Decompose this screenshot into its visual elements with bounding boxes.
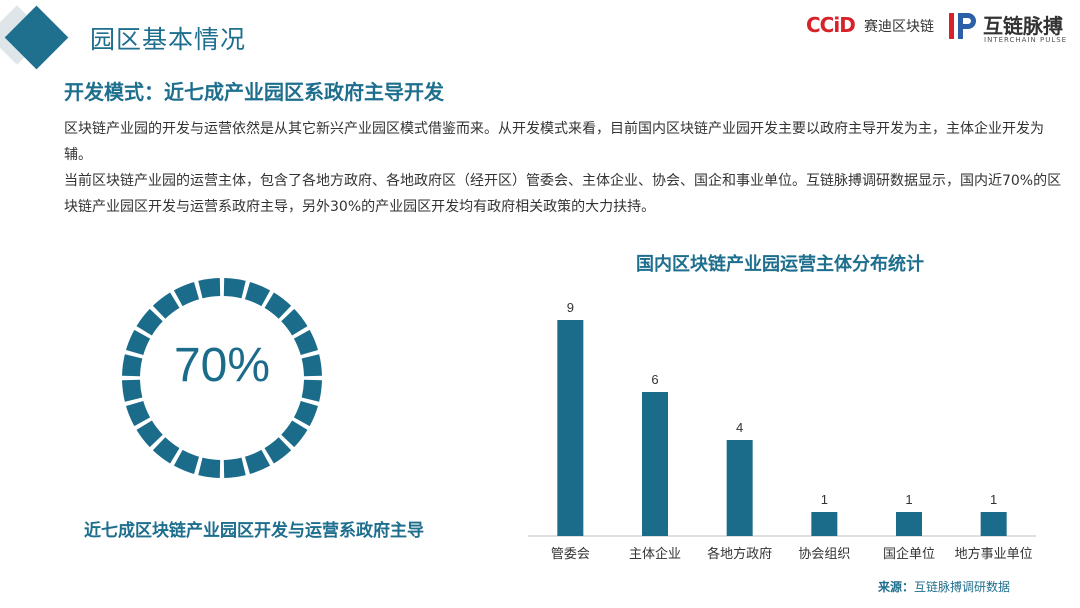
ring-segment <box>281 308 308 336</box>
body-text: 区块链产业园的开发与运营依然是从其它新兴产业园区模式借鉴而来。从开发模式来看，目… <box>64 116 1064 220</box>
ring-segment <box>136 420 163 448</box>
bar-0 <box>557 320 584 536</box>
category-label-5: 地方事业单位 <box>955 546 1033 562</box>
ring-segment <box>122 379 143 402</box>
ccid-logo: CCiD <box>806 13 856 37</box>
bar-2 <box>726 440 753 536</box>
ring-segment <box>198 457 221 478</box>
percentage-value: 70% <box>173 339 271 392</box>
ring-segment <box>301 379 322 402</box>
bar-4 <box>896 512 922 536</box>
ring-segment <box>136 308 163 336</box>
data-label-2: 4 <box>736 420 743 435</box>
percentage-caption: 近七成区块链产业园区开发与运营系政府主导 <box>84 521 424 541</box>
ring-segment <box>244 282 271 307</box>
interchain-pulse-logo-icon <box>949 13 976 39</box>
category-label-0: 管委会 <box>551 547 590 562</box>
source-text: 互链脉搏调研数据 <box>914 580 1011 594</box>
ring-segment <box>126 400 151 427</box>
paragraph-1: 区块链产业园的开发与运营依然是从其它新兴产业园区模式借鉴而来。从开发模式来看，目… <box>64 121 1044 163</box>
ring-segment <box>223 278 246 299</box>
data-label-4: 1 <box>905 492 912 507</box>
ring-segment <box>281 420 308 448</box>
ring-segment <box>264 437 292 464</box>
ring-segment <box>293 329 318 356</box>
chart-title: 国内区块链产业园运营主体分布统计 <box>636 254 924 275</box>
bar-5 <box>980 512 1007 536</box>
source-note: 来源：互链脉搏调研数据 <box>878 578 1010 595</box>
bar-1 <box>642 392 668 536</box>
ring-segment <box>152 292 180 319</box>
data-label-0: 9 <box>567 300 574 315</box>
page-title: 园区基本情况 <box>90 25 247 54</box>
ring-segment <box>173 449 200 474</box>
ring-segment <box>293 400 318 427</box>
ring-segment <box>126 329 151 356</box>
source-label: 来源： <box>878 580 915 594</box>
category-label-4: 国企单位 <box>883 546 935 562</box>
data-label-1: 6 <box>651 372 658 387</box>
ring-segment <box>122 354 143 377</box>
paragraph-2: 当前区块链产业园的运营主体，包含了各地方政府、各地政府区（经开区）管委会、主体企… <box>64 173 1062 215</box>
category-label-3: 协会组织 <box>798 547 850 562</box>
category-label-2: 各地方政府 <box>707 546 772 562</box>
ring-segment <box>173 282 200 307</box>
data-label-3: 1 <box>821 492 828 507</box>
bar-3 <box>811 512 838 536</box>
interchain-pulse-logo-subtext: INTERCHAIN PULSE <box>984 36 1068 44</box>
ring-segment <box>198 278 221 299</box>
percentage-ring <box>122 278 322 478</box>
ccid-logo-text: 赛迪区块链 <box>864 19 934 35</box>
ring-segment <box>223 457 246 478</box>
ring-segment <box>301 354 322 377</box>
ring-segment <box>264 292 292 319</box>
section-heading: 开发模式：近七成产业园区系政府主导开发 <box>64 80 444 104</box>
category-label-1: 主体企业 <box>629 546 681 562</box>
ring-segment <box>244 449 271 474</box>
data-label-5: 1 <box>990 492 997 507</box>
interchain-pulse-logo-text: 互链脉搏 <box>983 14 1063 38</box>
ring-segment <box>152 437 180 464</box>
